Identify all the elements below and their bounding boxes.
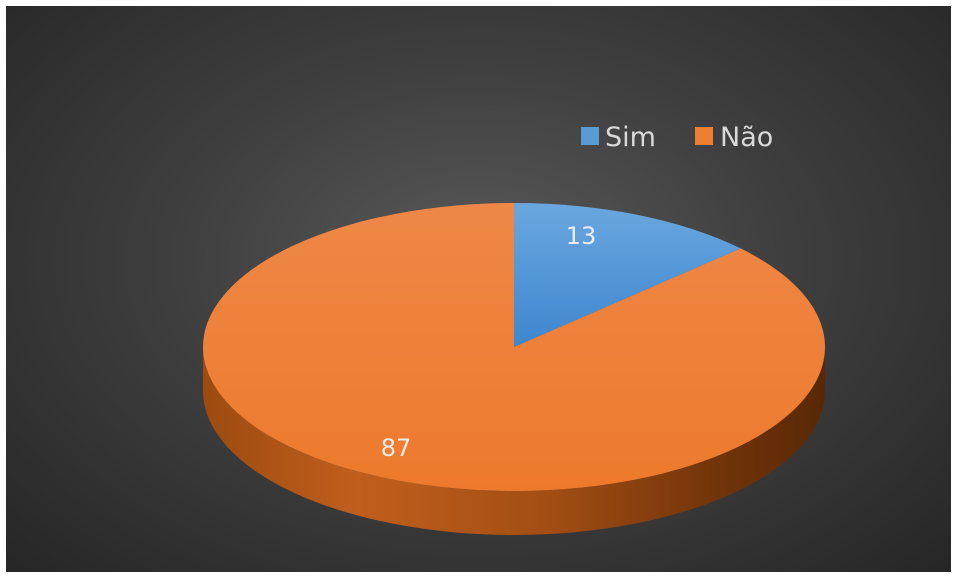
- legend-label-sim: Sim: [605, 122, 656, 153]
- legend: Sim Não: [581, 122, 773, 153]
- pie-chart: 13 87 Sim Não: [202, 122, 825, 535]
- legend-label-nao: Não: [720, 122, 773, 153]
- chart-area: 13 87 Sim Não: [6, 6, 951, 572]
- data-label-nao: 87: [381, 434, 412, 462]
- pie-side-wall: [203, 347, 825, 535]
- legend-swatch-nao: [695, 127, 713, 145]
- legend-swatch-sim: [581, 127, 599, 145]
- data-label-sim: 13: [566, 222, 597, 250]
- pie-slice-sim: [514, 203, 741, 347]
- pie-slice-nao: [202, 203, 825, 491]
